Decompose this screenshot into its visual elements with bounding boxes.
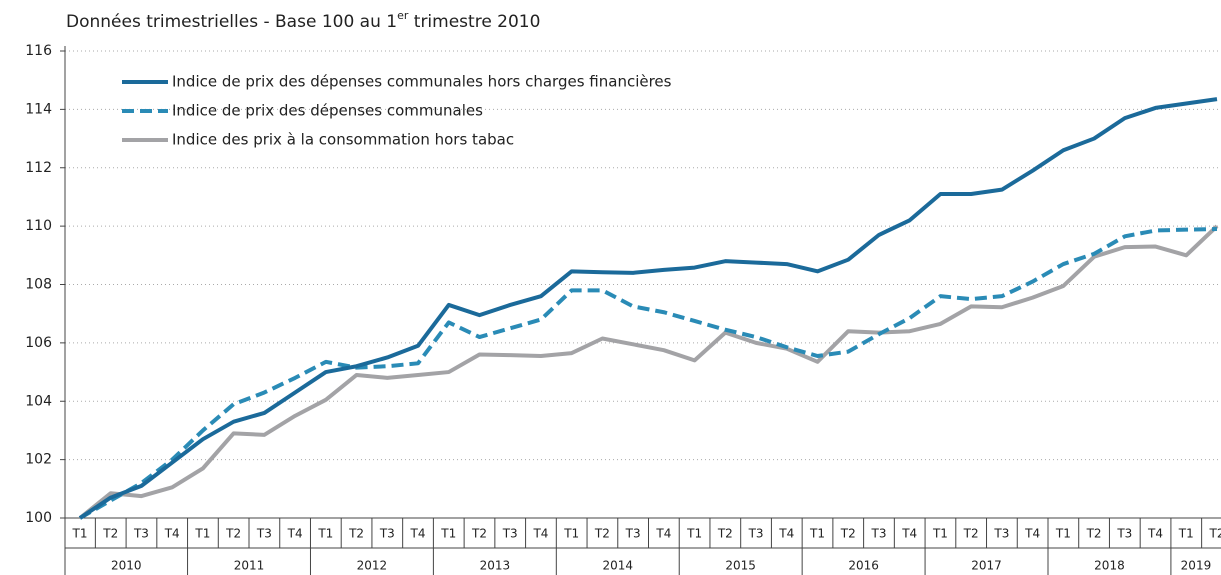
x-tick-label: T1 [563, 527, 579, 541]
x-tick-label: T3 [502, 527, 518, 541]
x-tick-label: T4 [164, 527, 180, 541]
x-tick-label: T2 [1086, 527, 1102, 541]
x-tick-label: T3 [625, 527, 641, 541]
x-tick-label: T4 [901, 527, 917, 541]
y-tick-label: 114 [25, 101, 52, 117]
year-label: 2012 [357, 559, 388, 573]
legend-label: Indice de prix des dépenses communales h… [172, 73, 672, 91]
x-tick-label: T1 [440, 527, 456, 541]
title-part: Données trimestrielles - Base 100 au 1 [66, 12, 397, 32]
x-tick-label: T2 [1209, 527, 1221, 541]
x-tick-label: T1 [194, 527, 210, 541]
x-tick-label: T1 [317, 527, 333, 541]
year-label: 2014 [602, 559, 633, 573]
year-label: 2010 [111, 559, 142, 573]
y-tick-label: 116 [25, 43, 52, 59]
title-superscript: er [397, 9, 409, 22]
legend-label: Indice des prix à la consommation hors t… [172, 131, 514, 149]
x-tick-label: T2 [963, 527, 979, 541]
x-tick-label: T2 [717, 527, 733, 541]
series-line [78, 224, 1219, 520]
x-tick-label: T2 [348, 527, 364, 541]
x-tick-label: T2 [840, 527, 856, 541]
x-tick-label: T2 [594, 527, 610, 541]
x-tick-label: T3 [379, 527, 395, 541]
x-tick-label: T2 [471, 527, 487, 541]
year-label: 2013 [480, 559, 511, 573]
y-tick-label: 104 [25, 393, 52, 409]
x-tick-label: T1 [932, 527, 948, 541]
x-tick-label: T4 [778, 527, 794, 541]
x-tick-label: T4 [655, 527, 671, 541]
year-label: 2017 [971, 559, 1002, 573]
x-tick-label: T4 [1147, 527, 1163, 541]
x-tick-label: T3 [993, 527, 1009, 541]
x-tick-label: T4 [287, 527, 303, 541]
series-line [78, 97, 1218, 520]
year-label: 2011 [234, 559, 265, 573]
chart-title: Données trimestrielles - Base 100 au 1er… [66, 9, 540, 32]
y-tick-label: 108 [25, 277, 52, 293]
y-tick-label: 100 [25, 510, 52, 526]
x-tick-label: T1 [72, 527, 88, 541]
x-tick-label: T1 [809, 527, 825, 541]
x-tick-label: T2 [102, 527, 118, 541]
year-label: 2019 [1181, 559, 1212, 573]
y-tick-label: 102 [25, 452, 52, 468]
x-tick-label: T3 [1116, 527, 1132, 541]
x-tick-label: T3 [133, 527, 149, 541]
x-tick-label: T3 [256, 527, 272, 541]
x-tick-label: T4 [1024, 527, 1040, 541]
x-tick-label: T1 [686, 527, 702, 541]
x-tick-label: T1 [1178, 527, 1194, 541]
title-part: trimestre 2010 [408, 12, 540, 32]
x-tick-label: T3 [748, 527, 764, 541]
y-tick-label: 106 [25, 335, 52, 351]
x-tick-label: T4 [532, 527, 548, 541]
year-label: 2015 [725, 559, 756, 573]
year-label: 2018 [1094, 559, 1125, 573]
year-label: 2016 [848, 559, 879, 573]
x-tick-label: T2 [225, 527, 241, 541]
series-line [79, 227, 1218, 520]
x-tick-label: T1 [1055, 527, 1071, 541]
y-tick-label: 112 [25, 160, 52, 176]
x-tick-label: T4 [410, 527, 426, 541]
y-tick-label: 110 [25, 218, 52, 234]
x-tick-label: T3 [870, 527, 886, 541]
legend-label: Indice de prix des dépenses communales [172, 102, 483, 120]
